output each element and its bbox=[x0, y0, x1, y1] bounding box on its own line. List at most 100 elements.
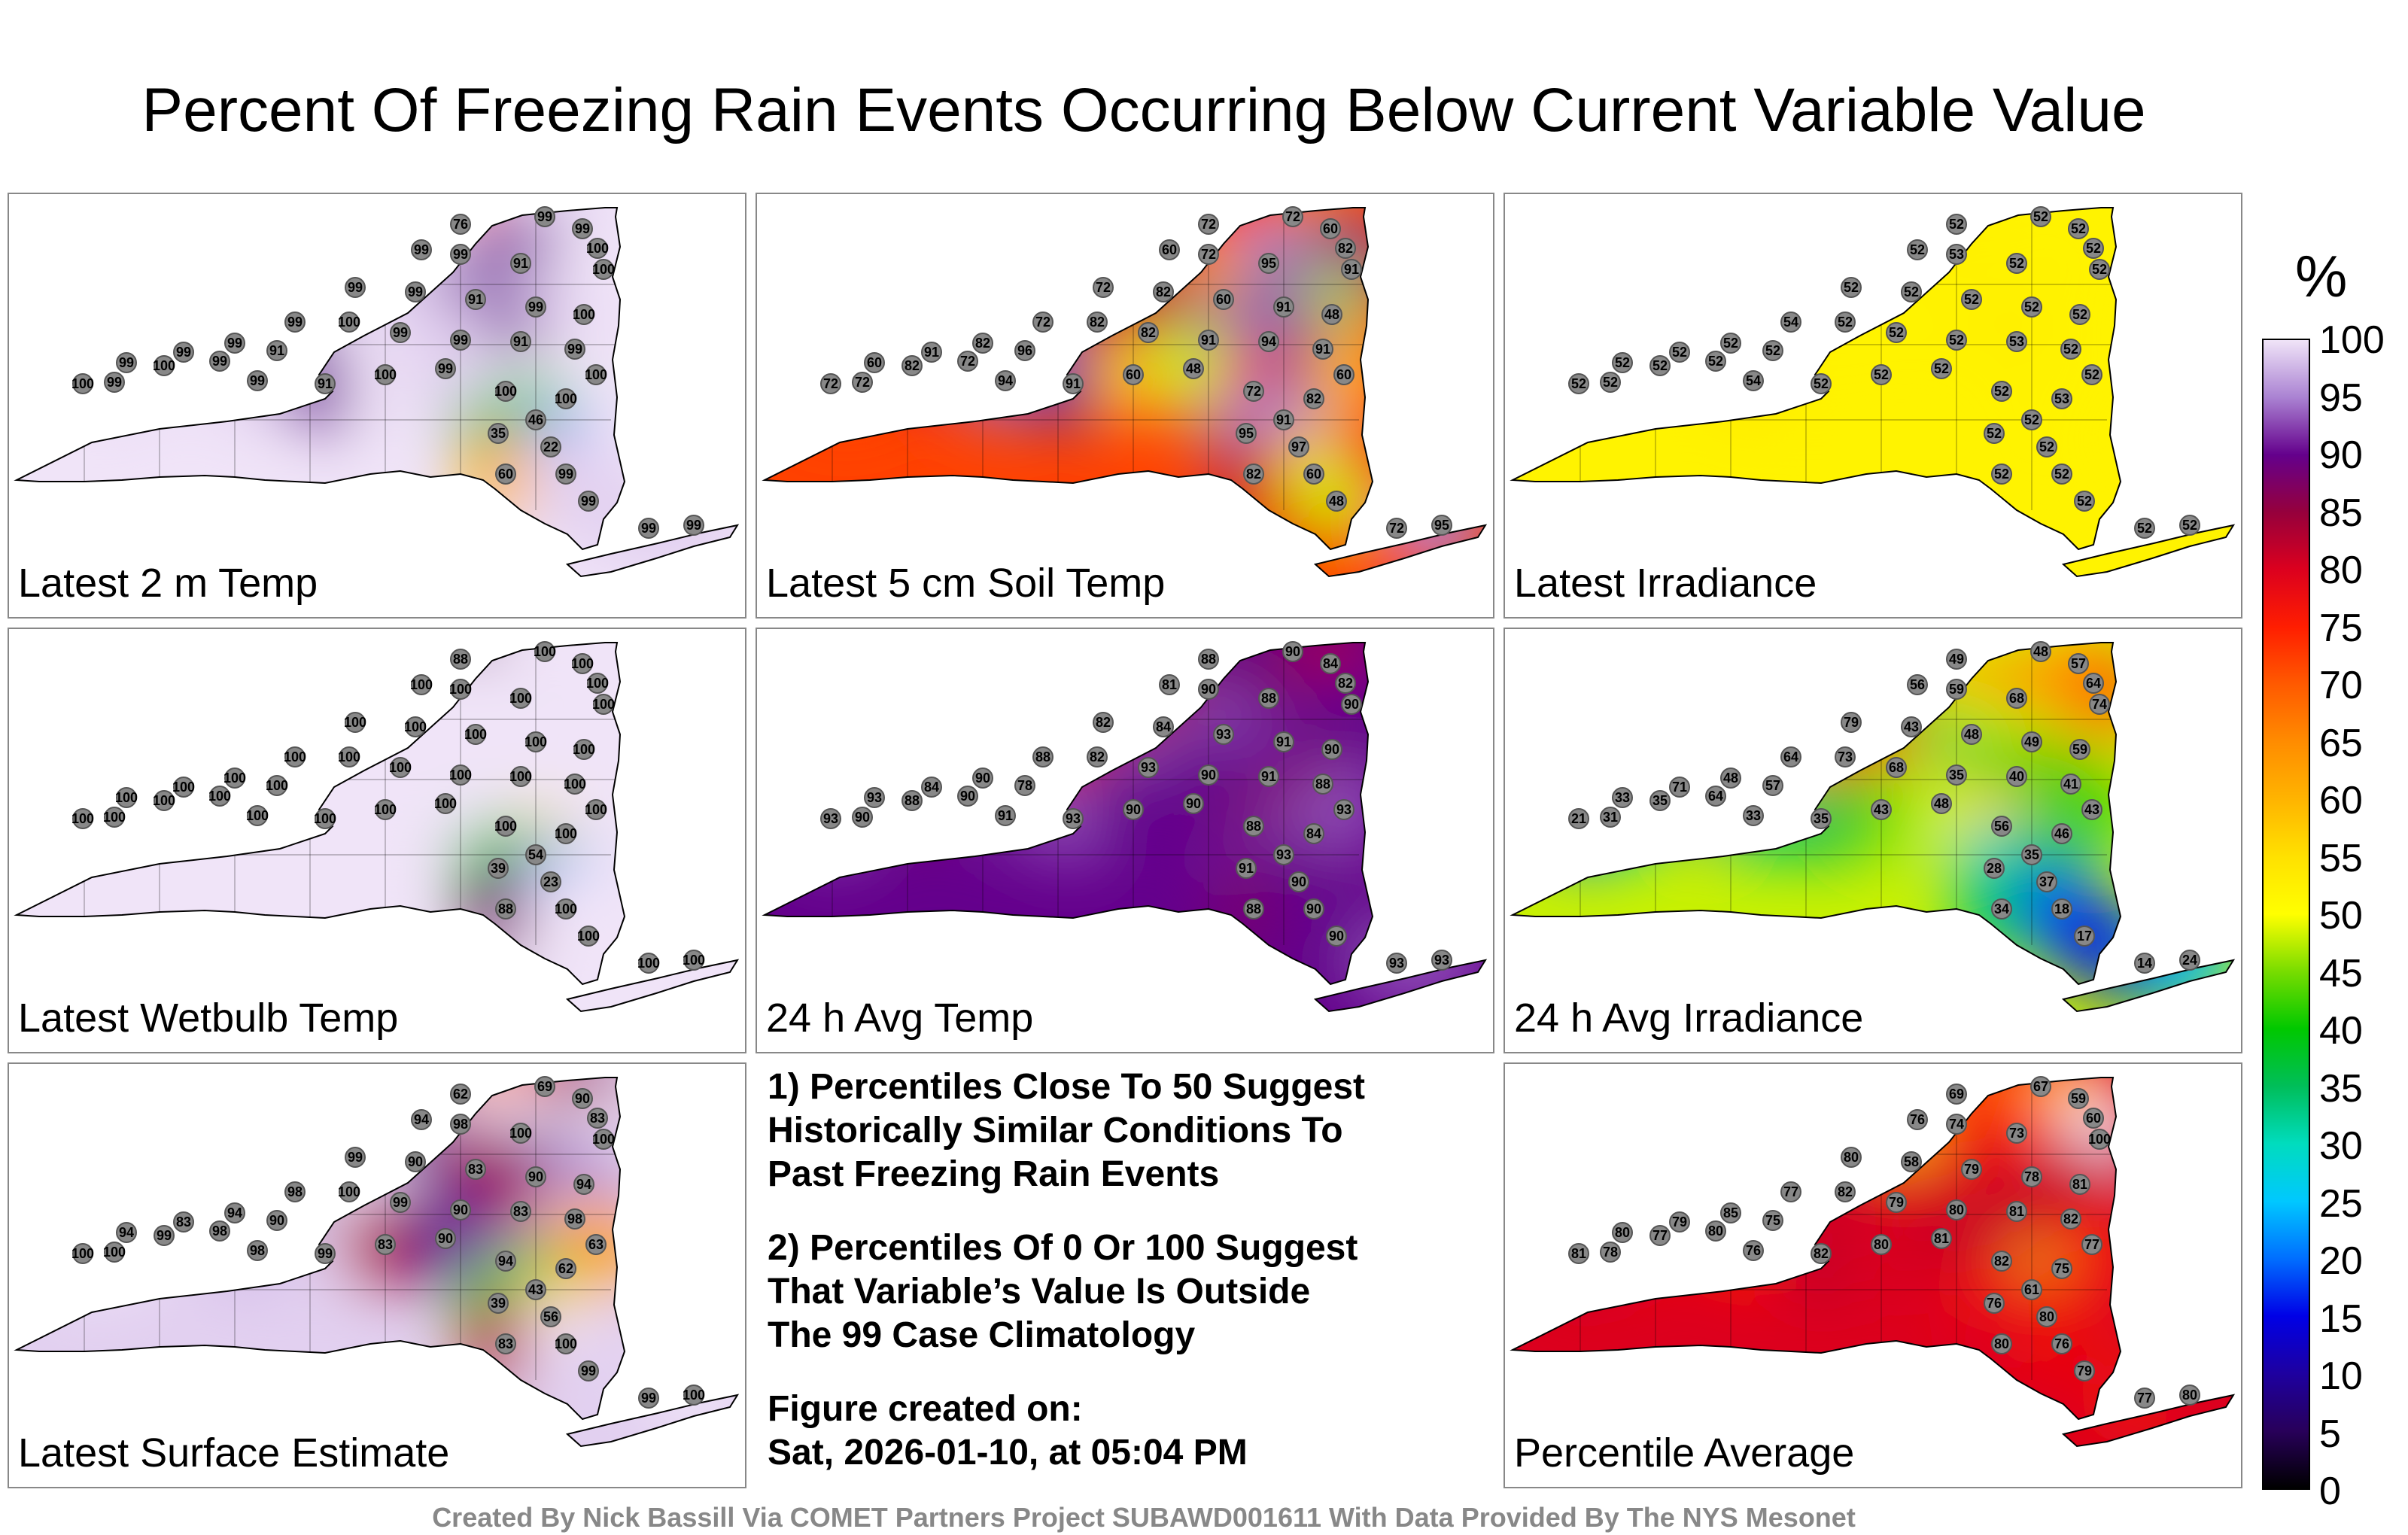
station-marker: 100 bbox=[585, 799, 607, 820]
map-panel: 88 90 84 82 81 90 88 90 82 84 93 91 90 88 82 93 90 91 88 90… bbox=[756, 628, 1494, 1053]
station-marker: 99 bbox=[345, 277, 366, 298]
station-value: 80 bbox=[1844, 1150, 1859, 1165]
station-value: 54 bbox=[528, 847, 543, 862]
station-marker: 100 bbox=[573, 304, 595, 325]
station-value: 88 bbox=[905, 793, 920, 808]
station-value: 52 bbox=[1571, 376, 1586, 391]
station-value: 81 bbox=[2009, 1204, 2024, 1219]
station-marker: 88 bbox=[1243, 898, 1264, 919]
station-value: 99 bbox=[393, 325, 408, 340]
station-marker: 83 bbox=[587, 1108, 608, 1129]
station-marker: 60 bbox=[1303, 464, 1324, 485]
note-line: Historically Similar Conditions To bbox=[768, 1111, 1343, 1150]
station-marker: 48 bbox=[1321, 304, 1342, 325]
station-marker: 59 bbox=[2069, 739, 2090, 760]
station-marker: 74 bbox=[2089, 694, 2110, 715]
station-marker: 94 bbox=[573, 1174, 594, 1195]
station-value: 63 bbox=[588, 1237, 604, 1252]
station-value: 94 bbox=[498, 1254, 513, 1269]
station-marker: 99 bbox=[525, 296, 546, 318]
station-marker: 99 bbox=[683, 515, 704, 536]
station-marker: 62 bbox=[450, 1084, 471, 1105]
station-marker: 100 bbox=[153, 790, 175, 811]
station-value: 78 bbox=[1603, 1245, 1618, 1260]
station-value: 52 bbox=[2071, 221, 2086, 236]
station-value: 100 bbox=[266, 778, 288, 793]
station-value: 100 bbox=[586, 676, 609, 691]
state-outline bbox=[1510, 642, 2122, 986]
station-value: 91 bbox=[1066, 376, 1081, 391]
station-value: 52 bbox=[1844, 280, 1859, 295]
station-value: 59 bbox=[1949, 682, 1964, 697]
panel-label: 24 h Avg Temp bbox=[766, 995, 1034, 1041]
station-marker: 52 bbox=[1931, 358, 1952, 379]
station-value: 99 bbox=[537, 209, 552, 224]
station-marker: 46 bbox=[2051, 823, 2072, 844]
station-marker: 73 bbox=[2006, 1123, 2027, 1144]
station-value: 76 bbox=[1987, 1296, 2002, 1311]
station-value: 90 bbox=[1324, 742, 1339, 757]
station-value: 100 bbox=[449, 682, 472, 697]
station-value: 56 bbox=[543, 1309, 558, 1324]
station-marker: 91 bbox=[266, 340, 287, 361]
state-outline bbox=[14, 642, 626, 986]
station-value: 90 bbox=[438, 1231, 453, 1246]
station-marker: 100 bbox=[555, 388, 577, 409]
station-value: 22 bbox=[543, 439, 558, 454]
station-value: 90 bbox=[1344, 697, 1359, 712]
colorbar-tick-label: 15 bbox=[2319, 1296, 2363, 1341]
station-marker: 88 bbox=[450, 649, 471, 670]
station-marker: 80 bbox=[1841, 1147, 1862, 1168]
station-marker: 90 bbox=[1123, 799, 1144, 820]
station-marker: 80 bbox=[1871, 1234, 1892, 1255]
station-marker: 79 bbox=[1669, 1211, 1690, 1233]
station-marker: 100 bbox=[555, 823, 577, 844]
note-line: That Variable’s Value Is Outside bbox=[768, 1272, 1311, 1312]
station-value: 52 bbox=[1987, 426, 2002, 441]
station-value: 68 bbox=[1889, 760, 1904, 775]
station-marker: 48 bbox=[1931, 793, 1952, 814]
station-value: 35 bbox=[491, 426, 506, 441]
station-value: 94 bbox=[119, 1225, 134, 1240]
station-marker: 74 bbox=[1946, 1114, 1967, 1135]
station-marker: 48 bbox=[1183, 358, 1204, 379]
station-value: 82 bbox=[1156, 284, 1171, 299]
station-value: 79 bbox=[1964, 1162, 1979, 1177]
station-value: 82 bbox=[1338, 241, 1353, 256]
station-marker: 99 bbox=[638, 518, 659, 539]
station-marker: 100 bbox=[208, 786, 231, 807]
station-marker: 100 bbox=[71, 373, 94, 394]
station-value: 39 bbox=[491, 1296, 506, 1311]
station-value: 48 bbox=[1723, 771, 1738, 786]
station-value: 53 bbox=[1949, 247, 1964, 262]
station-marker: 73 bbox=[1835, 746, 1856, 768]
station-marker: 52 bbox=[1705, 351, 1726, 372]
station-value: 99 bbox=[318, 1246, 333, 1261]
station-marker: 60 bbox=[2083, 1108, 2104, 1129]
station-value: 83 bbox=[468, 1162, 483, 1177]
station-value: 90 bbox=[408, 1154, 423, 1169]
station-value: 48 bbox=[2033, 644, 2048, 659]
station-marker: 94 bbox=[495, 1251, 516, 1272]
station-marker: 72 bbox=[1243, 381, 1264, 402]
station-marker: 57 bbox=[1762, 775, 1783, 796]
station-marker: 90 bbox=[525, 1166, 546, 1187]
station-marker: 24 bbox=[2179, 950, 2200, 971]
station-marker: 56 bbox=[540, 1306, 561, 1327]
station-value: 83 bbox=[378, 1237, 393, 1252]
station-marker: 60 bbox=[1123, 364, 1144, 385]
station-marker: 64 bbox=[1780, 746, 1801, 768]
station-value: 99 bbox=[287, 315, 303, 330]
station-value: 100 bbox=[555, 391, 577, 406]
station-value: 100 bbox=[509, 1126, 532, 1141]
station-value: 52 bbox=[1949, 333, 1964, 348]
station-marker: 99 bbox=[209, 351, 230, 372]
station-marker: 100 bbox=[555, 898, 577, 919]
station-marker: 99 bbox=[638, 1388, 659, 1409]
station-marker: 35 bbox=[488, 423, 509, 444]
station-marker: 52 bbox=[2083, 238, 2104, 259]
station-marker: 58 bbox=[1901, 1151, 1922, 1172]
state-outline bbox=[2061, 1394, 2236, 1448]
station-marker: 85 bbox=[1720, 1202, 1741, 1223]
station-marker: 81 bbox=[1931, 1228, 1952, 1249]
